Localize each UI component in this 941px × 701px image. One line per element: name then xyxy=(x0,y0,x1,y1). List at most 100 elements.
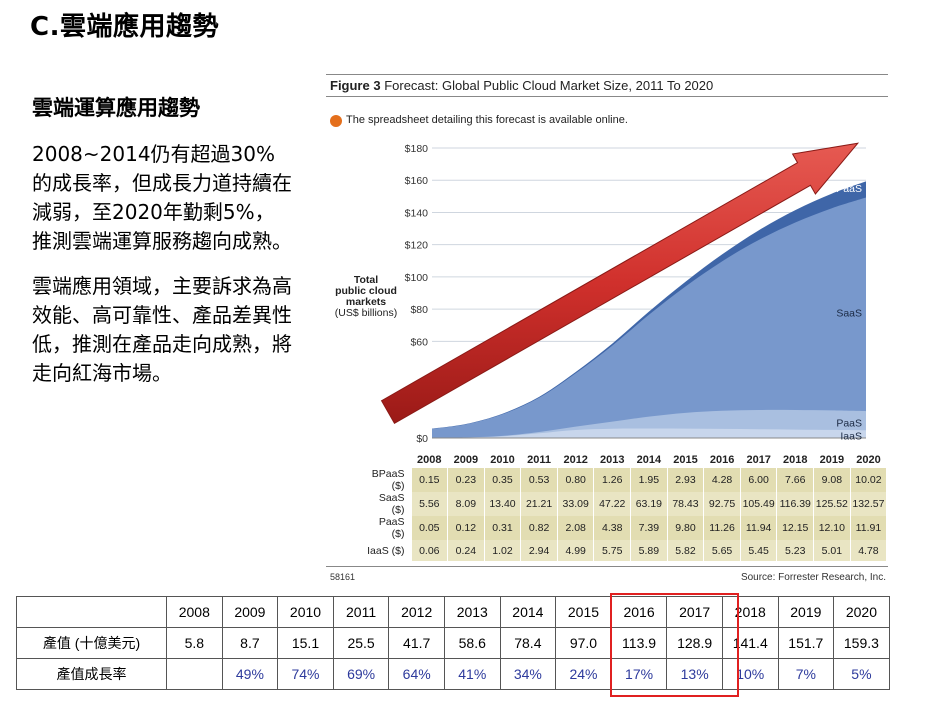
summary-value-row-cell: 78.4 xyxy=(499,627,557,659)
figure-table-cell: 10.02 xyxy=(850,468,888,492)
summary-growth-row-cell: 5% xyxy=(833,658,890,690)
figure-table-cell: 5.23 xyxy=(776,540,815,561)
summary-value-row-cell: 128.9 xyxy=(666,627,723,659)
summary-growth-row-cell: 7% xyxy=(777,658,835,690)
figure-table-row-label: BPaaS ($) xyxy=(365,468,412,492)
slide-title: C.雲端應用趨勢 xyxy=(30,12,219,42)
forecast-figure: Figure 3 Forecast: Global Public Cloud M… xyxy=(326,72,890,592)
summary-value-row-cell: 159.3 xyxy=(833,627,890,659)
series-label-iaas: IaaS xyxy=(840,431,862,443)
figure-table-cell: 2.94 xyxy=(520,540,558,561)
figure-table-cell: 11.26 xyxy=(703,516,741,540)
x-tick-label: 2009 xyxy=(454,454,478,466)
figure-table-cell: 0.82 xyxy=(520,516,558,540)
chart-area: $0 $60 $80 $100 $120 $140 $160 $180 Totalpublic … xyxy=(335,142,881,466)
figure-table-cell: 12.10 xyxy=(813,516,851,540)
summary-value-row-cell: 25.5 xyxy=(332,627,390,659)
figure-table-cell: 0.31 xyxy=(484,516,522,540)
summary-table: 2008 2009 2010 2011 2012 2013 2014 2015 2016 2017… xyxy=(16,596,890,690)
figure-table-cell: 9.80 xyxy=(667,516,705,540)
paragraph-growth: 2008~2014仍有超過30%的成長率，但成長力道持續在減弱，至2020年勤剩… xyxy=(32,142,292,253)
summary-year-row-cell: 2014 xyxy=(499,596,557,628)
x-tick-label: 2010 xyxy=(490,454,514,466)
summary-year-row-cell: 2013 xyxy=(443,596,501,628)
summary-value-row-cell: 141.4 xyxy=(721,627,779,659)
summary-growth-row: 產值成長率 49% 74% 69% 64% 41% 34% 24% 17% 13% 10% 7% 5% xyxy=(16,658,890,690)
summary-year-row-cell: 2012 xyxy=(388,596,445,628)
figure-table-row-label: SaaS ($) xyxy=(365,492,412,516)
summary-year-row-cell: 2017 xyxy=(666,596,723,628)
figure-table-cell: 0.23 xyxy=(447,468,485,492)
y-tick-label: $100 xyxy=(405,272,429,284)
x-tick-label: 2016 xyxy=(710,454,734,466)
figure-title: Figure 3 Forecast: Global Public Cloud M… xyxy=(330,78,713,93)
figure-bottom-rule xyxy=(326,566,888,567)
figure-table-cell: 0.53 xyxy=(520,468,558,492)
y-tick-label: $80 xyxy=(410,304,428,316)
y-tick-label: $140 xyxy=(405,207,429,219)
x-tick-label: 2012 xyxy=(563,454,587,466)
figure-table-cell: 0.24 xyxy=(447,540,485,561)
figure-table-cell: 1.26 xyxy=(593,468,632,492)
figure-table-cell: 1.02 xyxy=(484,540,522,561)
y-tick-label: $180 xyxy=(405,143,429,155)
summary-growth-row-cell: 49% xyxy=(221,658,279,690)
summary-growth-row-cell: 13% xyxy=(666,658,723,690)
figure-table-cell: 5.01 xyxy=(813,540,851,561)
figure-table-cell: 5.45 xyxy=(740,540,778,561)
figure-table-cell: 5.65 xyxy=(703,540,741,561)
y-tick-label: $160 xyxy=(405,175,429,187)
x-tick-label: 2013 xyxy=(600,454,624,466)
figure-table-cell: 4.78 xyxy=(850,540,888,561)
figure-table-cell: 4.38 xyxy=(593,516,632,540)
figure-note: The spreadsheet detailing this forecast … xyxy=(346,114,628,126)
figure-table-cell: 78.43 xyxy=(667,492,705,516)
figure-id: 58161 xyxy=(330,572,356,582)
summary-growth-row-cell: 41% xyxy=(443,658,501,690)
figure-table-cell: 11.94 xyxy=(740,516,778,540)
figure-table-cell: 116.39 xyxy=(776,492,815,516)
y-tick-label: $60 xyxy=(410,336,428,348)
x-tick-label: 2015 xyxy=(673,454,697,466)
x-tick-label: 2017 xyxy=(746,454,770,466)
figure-table-cell: 5.89 xyxy=(630,540,668,561)
figure-table-cell: 0.06 xyxy=(411,540,449,561)
figure-table-cell: 92.75 xyxy=(703,492,741,516)
figure-data-table: BPaaS ($) 0.15 0.23 0.35 0.53 0.80 1.26 1.95 2.9… xyxy=(365,468,888,561)
x-tick-label: 2019 xyxy=(820,454,844,466)
paragraph-market: 雲端應用領域，主要訴求為高效能、高可靠性、產品差異性低，推測在產品走向成熟，將走… xyxy=(32,274,292,385)
summary-growth-row-label: 產值成長率 xyxy=(16,658,167,690)
summary-growth-row-cell: 17% xyxy=(610,658,668,690)
area-saas xyxy=(432,197,866,438)
figure-title-rule xyxy=(326,96,888,97)
series-label-bpaas: BPaaS xyxy=(829,183,862,195)
series-label-paas: PaaS xyxy=(836,418,862,430)
summary-year-row-cell: 2011 xyxy=(332,596,390,628)
y-axis-title-line: markets xyxy=(346,296,386,308)
summary-year-row-cell: 2018 xyxy=(721,596,779,628)
figure-table-cell: 63.19 xyxy=(630,492,668,516)
summary-value-row-label: 產值 (十億美元) xyxy=(16,627,167,659)
figure-table-cell: 1.95 xyxy=(630,468,668,492)
summary-year-row-cell: 2019 xyxy=(777,596,835,628)
figure-table-cell: 7.66 xyxy=(776,468,815,492)
trend-arrow xyxy=(380,142,860,424)
figure-top-rule xyxy=(326,74,888,75)
figure-table-row: PaaS ($) 0.05 0.12 0.31 0.82 2.08 4.38 7.39 9.80… xyxy=(365,516,888,540)
figure-table-cell: 2.93 xyxy=(667,468,705,492)
figure-table-cell: 9.08 xyxy=(813,468,851,492)
summary-growth-row-cell: 34% xyxy=(499,658,557,690)
note-icon xyxy=(330,115,342,127)
figure-table-cell: 8.09 xyxy=(447,492,485,516)
figure-table-cell: 5.56 xyxy=(411,492,449,516)
summary-year-row-cell: 2020 xyxy=(833,596,890,628)
figure-table-cell: 47.22 xyxy=(593,492,632,516)
summary-value-row-cell: 97.0 xyxy=(555,627,612,659)
x-tick-label: 2020 xyxy=(856,454,880,466)
summary-value-row-cell: 15.1 xyxy=(277,627,334,659)
figure-table-cell: 0.12 xyxy=(447,516,485,540)
figure-table-cell: 4.99 xyxy=(557,540,595,561)
figure-table-cell: 5.75 xyxy=(593,540,632,561)
y-axis-title-line: (US$ billions) xyxy=(335,307,397,319)
summary-value-row-cell: 58.6 xyxy=(443,627,501,659)
